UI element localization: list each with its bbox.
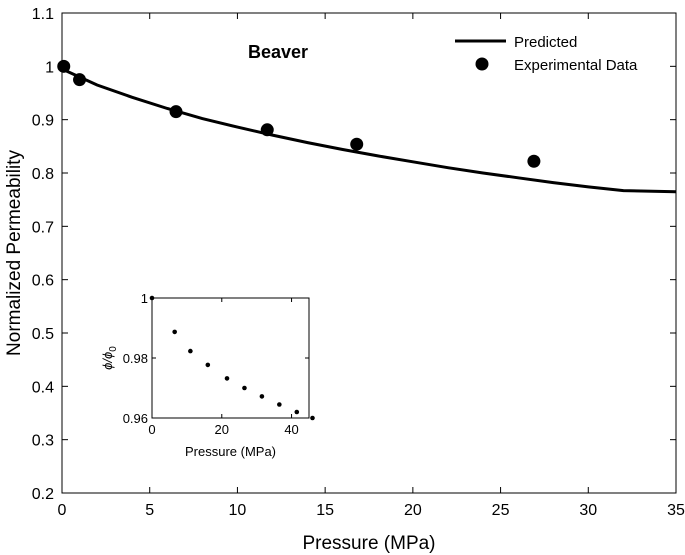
experimental-points: [57, 59, 541, 168]
y-axis-label: Normalized Permeability: [4, 150, 25, 356]
inset-y-tick-label: 0.98: [123, 351, 148, 366]
x-tick-label: 25: [492, 502, 510, 519]
inset-x-tick-label: 0: [148, 422, 155, 437]
y-tick-label: 1: [45, 59, 54, 76]
experimental-point: [527, 154, 541, 168]
x-tick-label: 15: [316, 502, 334, 519]
x-tick-label: 30: [579, 502, 597, 519]
experimental-point: [73, 73, 87, 87]
experimental-point: [57, 59, 71, 73]
inset-point: [224, 376, 230, 381]
y-tick-label: 0.8: [32, 166, 54, 183]
inset-point: [259, 394, 265, 399]
beaver-annotation: Beaver: [248, 42, 308, 62]
y-tick-label: 0.6: [32, 273, 54, 290]
main-plot: 0 5 10 15 20 25 30 350.20.30.40.50.60.70.80.911…: [4, 6, 685, 554]
x-tick-label: 20: [404, 502, 422, 519]
y-tick-label: 0.5: [32, 326, 54, 343]
inset-x-tick-label: 40: [284, 422, 298, 437]
x-tick-label: 10: [229, 502, 247, 519]
y-tick-label: 1.1: [32, 6, 54, 23]
inset-y-axis-label: ϕ/ϕ0: [100, 346, 119, 370]
legend-label-experimental: Experimental Data: [514, 57, 638, 74]
inset-point: [242, 385, 247, 391]
predicted-curve: [61, 67, 677, 194]
inset-y-tick-label: 1: [141, 291, 148, 306]
inset-point: [205, 362, 211, 368]
inset-point: [277, 402, 282, 407]
legend-marker-swatch: [475, 57, 489, 71]
x-tick-label: 35: [667, 502, 685, 519]
inset-point: [294, 409, 300, 415]
main-plot-frame: [61, 12, 677, 494]
experimental-point: [350, 137, 364, 151]
y-tick-label: 0.4: [32, 379, 54, 396]
legend: Predicted Experimental Data: [455, 34, 638, 74]
y-tick-label: 0.7: [32, 219, 54, 236]
inset-plot: 0 20 40 0.96 0.98 1 Pressure (MPa) ϕ/ϕ0: [100, 291, 315, 459]
x-tick-label: 0: [58, 502, 67, 519]
inset-point: [149, 295, 155, 301]
main-axis-ticks: 0 5 10 15 20 25 30 350.20.30.40.50.60.70.80.911…: [32, 6, 685, 519]
experimental-point: [169, 105, 183, 119]
experimental-point: [260, 123, 274, 137]
inset-point: [188, 348, 193, 354]
legend-label-predicted: Predicted: [514, 34, 577, 51]
inset-x-tick-label: 20: [215, 422, 229, 437]
inset-axis-ticks: 0 20 40 0.96 0.98 1: [123, 291, 309, 437]
inset-x-axis-label: Pressure (MPa): [185, 444, 276, 459]
x-axis-label: Pressure (MPa): [302, 533, 435, 554]
x-tick-label: 5: [145, 502, 154, 519]
y-tick-label: 0.2: [32, 486, 54, 503]
inset-y-tick-label: 0.96: [123, 411, 148, 426]
inset-background: [152, 298, 309, 418]
inset-point: [172, 329, 177, 335]
y-tick-label: 0.3: [32, 433, 54, 450]
y-tick-label: 0.9: [32, 113, 54, 130]
inset-points: [149, 295, 315, 421]
inset-point: [310, 415, 315, 421]
